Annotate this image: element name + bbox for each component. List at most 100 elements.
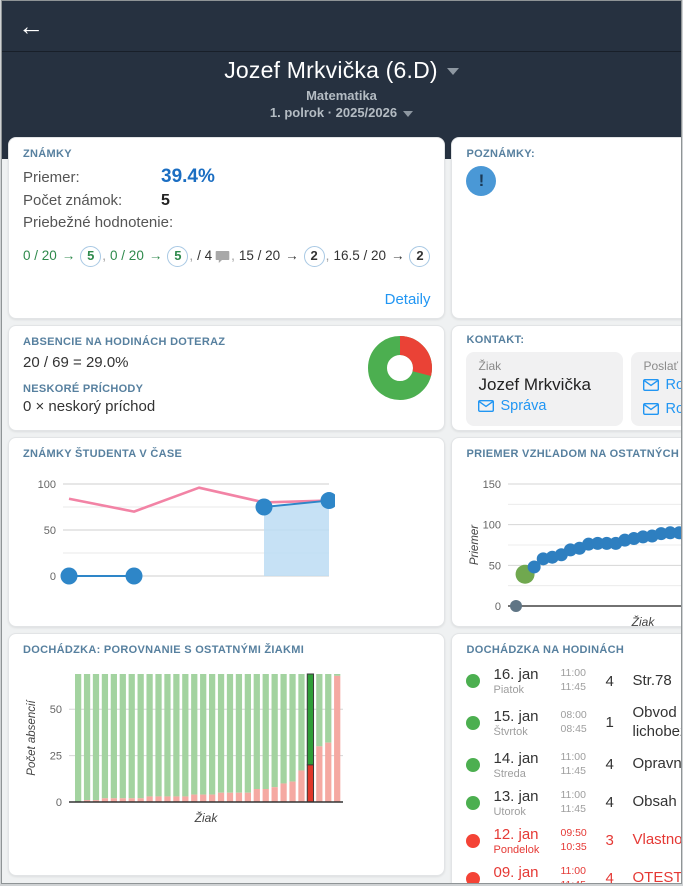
status-dot-icon [466,833,481,848]
message-parents-label: Rodičia [665,401,681,417]
arrow-right-icon: → [148,248,163,263]
lesson-number: 3 [605,832,614,849]
term-selector[interactable]: 1. polrok · 2025/2026 [2,105,681,120]
student-name: Jozef Mrkvička [478,375,591,394]
znamky-details-link[interactable]: Detaily [384,291,431,308]
lesson-date: 13. jan [493,787,539,805]
svg-text:50: 50 [489,560,501,572]
znamky-card-title: ZNÁMKY [23,148,72,160]
message-parents-student-label: Rodičia + Žiak [665,377,681,393]
grade-item[interactable]: / 4 [197,248,230,263]
grade-badge: 2 [303,245,325,267]
lesson-weekday: Streda [493,767,526,780]
lesson-topic: Obvod a obsah lichobežníka [632,704,681,740]
grade-item[interactable]: 15 / 20 → 2 [239,245,325,267]
poznamky-card: POZNÁMKY: ! Detaily [451,137,681,319]
grades-over-time-title: ZNÁMKY ŠTUDENTA V ČASE [23,448,183,460]
separator: , [231,248,235,263]
separator: , [325,248,330,263]
lesson-date: 16. jan [493,666,539,683]
separator: , [102,248,107,263]
lesson-weekday: Utorok [493,805,526,818]
absence-ratio-value: 20 / 69 = 29.0% [23,354,129,371]
lesson-number: 4 [605,672,614,690]
attendance-row[interactable]: 16. jan Piatok 11:00 11:45 4 Str.78 [466,662,681,700]
comment-icon [215,250,230,263]
term-label: 1. polrok · 2025/2026 [269,105,398,120]
lesson-time: 08:00 08:45 [560,709,587,735]
grade-item[interactable]: 0 / 20 → 5 [23,245,102,267]
svg-text:Počet absencií: Počet absencií [26,698,38,775]
chevron-down-icon [446,68,459,76]
lesson-weekday: Piatok [493,882,553,884]
lesson-date: 15. jan [493,707,539,725]
svg-text:Žiak: Žiak [194,810,219,825]
lesson-weekday: Piatok [493,684,525,696]
lesson-topic: Str.78 [632,671,672,689]
absencie-card: ABSENCIE NA HODINÁCH DOTERAZ 20 / 69 = 2… [8,325,446,431]
grade-badge: 5 [80,245,102,267]
grade-item[interactable]: 16.5 / 20 → 2 [333,245,431,267]
grade-item[interactable]: 0 / 20 → 5 [110,245,189,267]
average-vs-class-title: PRIEMER VZHĽADOM NA OSTATNÝCH ŽIAKOV [466,448,681,460]
lesson-topic: Vlastnosti lichobežníka [632,831,682,849]
lesson-number: 1 [605,714,614,732]
message-parents-link[interactable]: Rodičia [643,401,681,417]
status-dot-icon [466,871,481,883]
attendance-comparison-title: DOCHÁDZKA: POROVNANIE S OSTATNÝMI ŽIAKMI [23,644,305,656]
lesson-number: 4 [605,794,614,811]
student-selector[interactable]: Jozef Mrkvička (6.D) [2,57,681,84]
svg-text:100: 100 [483,520,501,532]
chevron-down-icon [403,110,414,117]
lesson-date: 14. jan [493,749,539,767]
message-parents-student-link[interactable]: Rodičia + Žiak [643,377,681,393]
svg-text:Žiak: Žiak [631,614,656,629]
grade-count-value: 5 [161,192,170,209]
lesson-weekday: Pondelok [493,843,540,856]
student-label: Žiak [478,359,502,373]
svg-text:0: 0 [50,571,56,583]
arrow-right-icon: → [285,248,299,263]
lesson-time: 09:50 10:35 [560,826,587,853]
svg-text:Priemer: Priemer [469,524,481,565]
grade-count-label: Počet známok: [23,192,123,209]
envelope-icon [643,379,660,391]
separator: , [189,248,194,263]
lesson-topic: Opravná písomka. [632,755,682,773]
back-button[interactable]: ← [18,11,44,41]
attendance-list-title: DOCHÁDZKA NA HODINÁCH [466,644,625,656]
note-alert-icon[interactable]: ! [466,166,497,196]
status-dot-icon [466,674,481,688]
absence-donut-chart [366,334,434,402]
message-student-link[interactable]: Správa [478,398,546,414]
svg-text:150: 150 [483,479,501,491]
lesson-date: 12. jan [493,825,539,843]
svg-text:0: 0 [495,601,501,613]
attendance-comparison-chart: 0 25 50 Žiak Počet absencií [26,673,343,825]
average-label: Priemer: [23,169,80,186]
lesson-topic: OTESTUJ SA [632,869,682,884]
lesson-topic: Obsah lichobežníka [632,793,681,811]
dashboard: ZNÁMKY Priemer: 39.4% Počet známok: 5 Pr… [2,137,682,884]
attendance-list-card: DOCHÁDZKA NA HODINÁCH 16. jan Piatok 11:00… [451,633,682,884]
grade-badge: 5 [167,245,189,267]
envelope-icon [643,403,660,415]
average-vs-class-chart: 0 50 100 150 Žiak Priemer [469,479,681,629]
svg-text:25: 25 [50,751,62,763]
kontakt-card: KONTAKT: Žiak Jozef Mrkvička Správa Posl… [451,325,681,431]
send-message-label: Poslať správu: [643,359,681,373]
status-dot-icon [466,715,481,730]
attendance-comparison-card: DOCHÁDZKA: POROVNANIE S OSTATNÝMI ŽIAKMI… [8,633,446,876]
absencie-card-title: ABSENCIE NA HODINÁCH DOTERAZ [23,336,226,348]
svg-text:50: 50 [50,704,62,716]
